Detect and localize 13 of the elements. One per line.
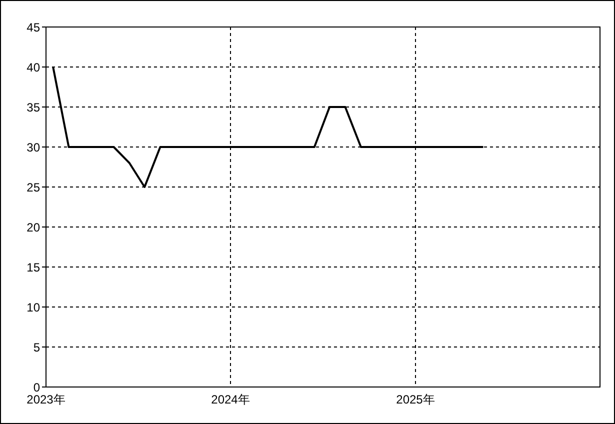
y-tick-label: 10 <box>26 300 40 314</box>
y-tick-label: 45 <box>26 20 40 34</box>
y-tick-label: 25 <box>26 180 40 194</box>
y-tick-label: 35 <box>26 100 40 114</box>
y-tick-label: 20 <box>26 220 40 234</box>
x-tick-label: 2025年 <box>396 392 435 407</box>
y-tick-label: 0 <box>33 380 40 394</box>
y-tick-label: 40 <box>26 60 40 74</box>
y-tick-label: 30 <box>26 140 40 154</box>
x-tick-label: 2024年 <box>211 392 250 407</box>
y-tick-label: 5 <box>33 340 40 354</box>
x-tick-label: 2023年 <box>26 392 66 407</box>
y-tick-label: 15 <box>26 260 40 274</box>
